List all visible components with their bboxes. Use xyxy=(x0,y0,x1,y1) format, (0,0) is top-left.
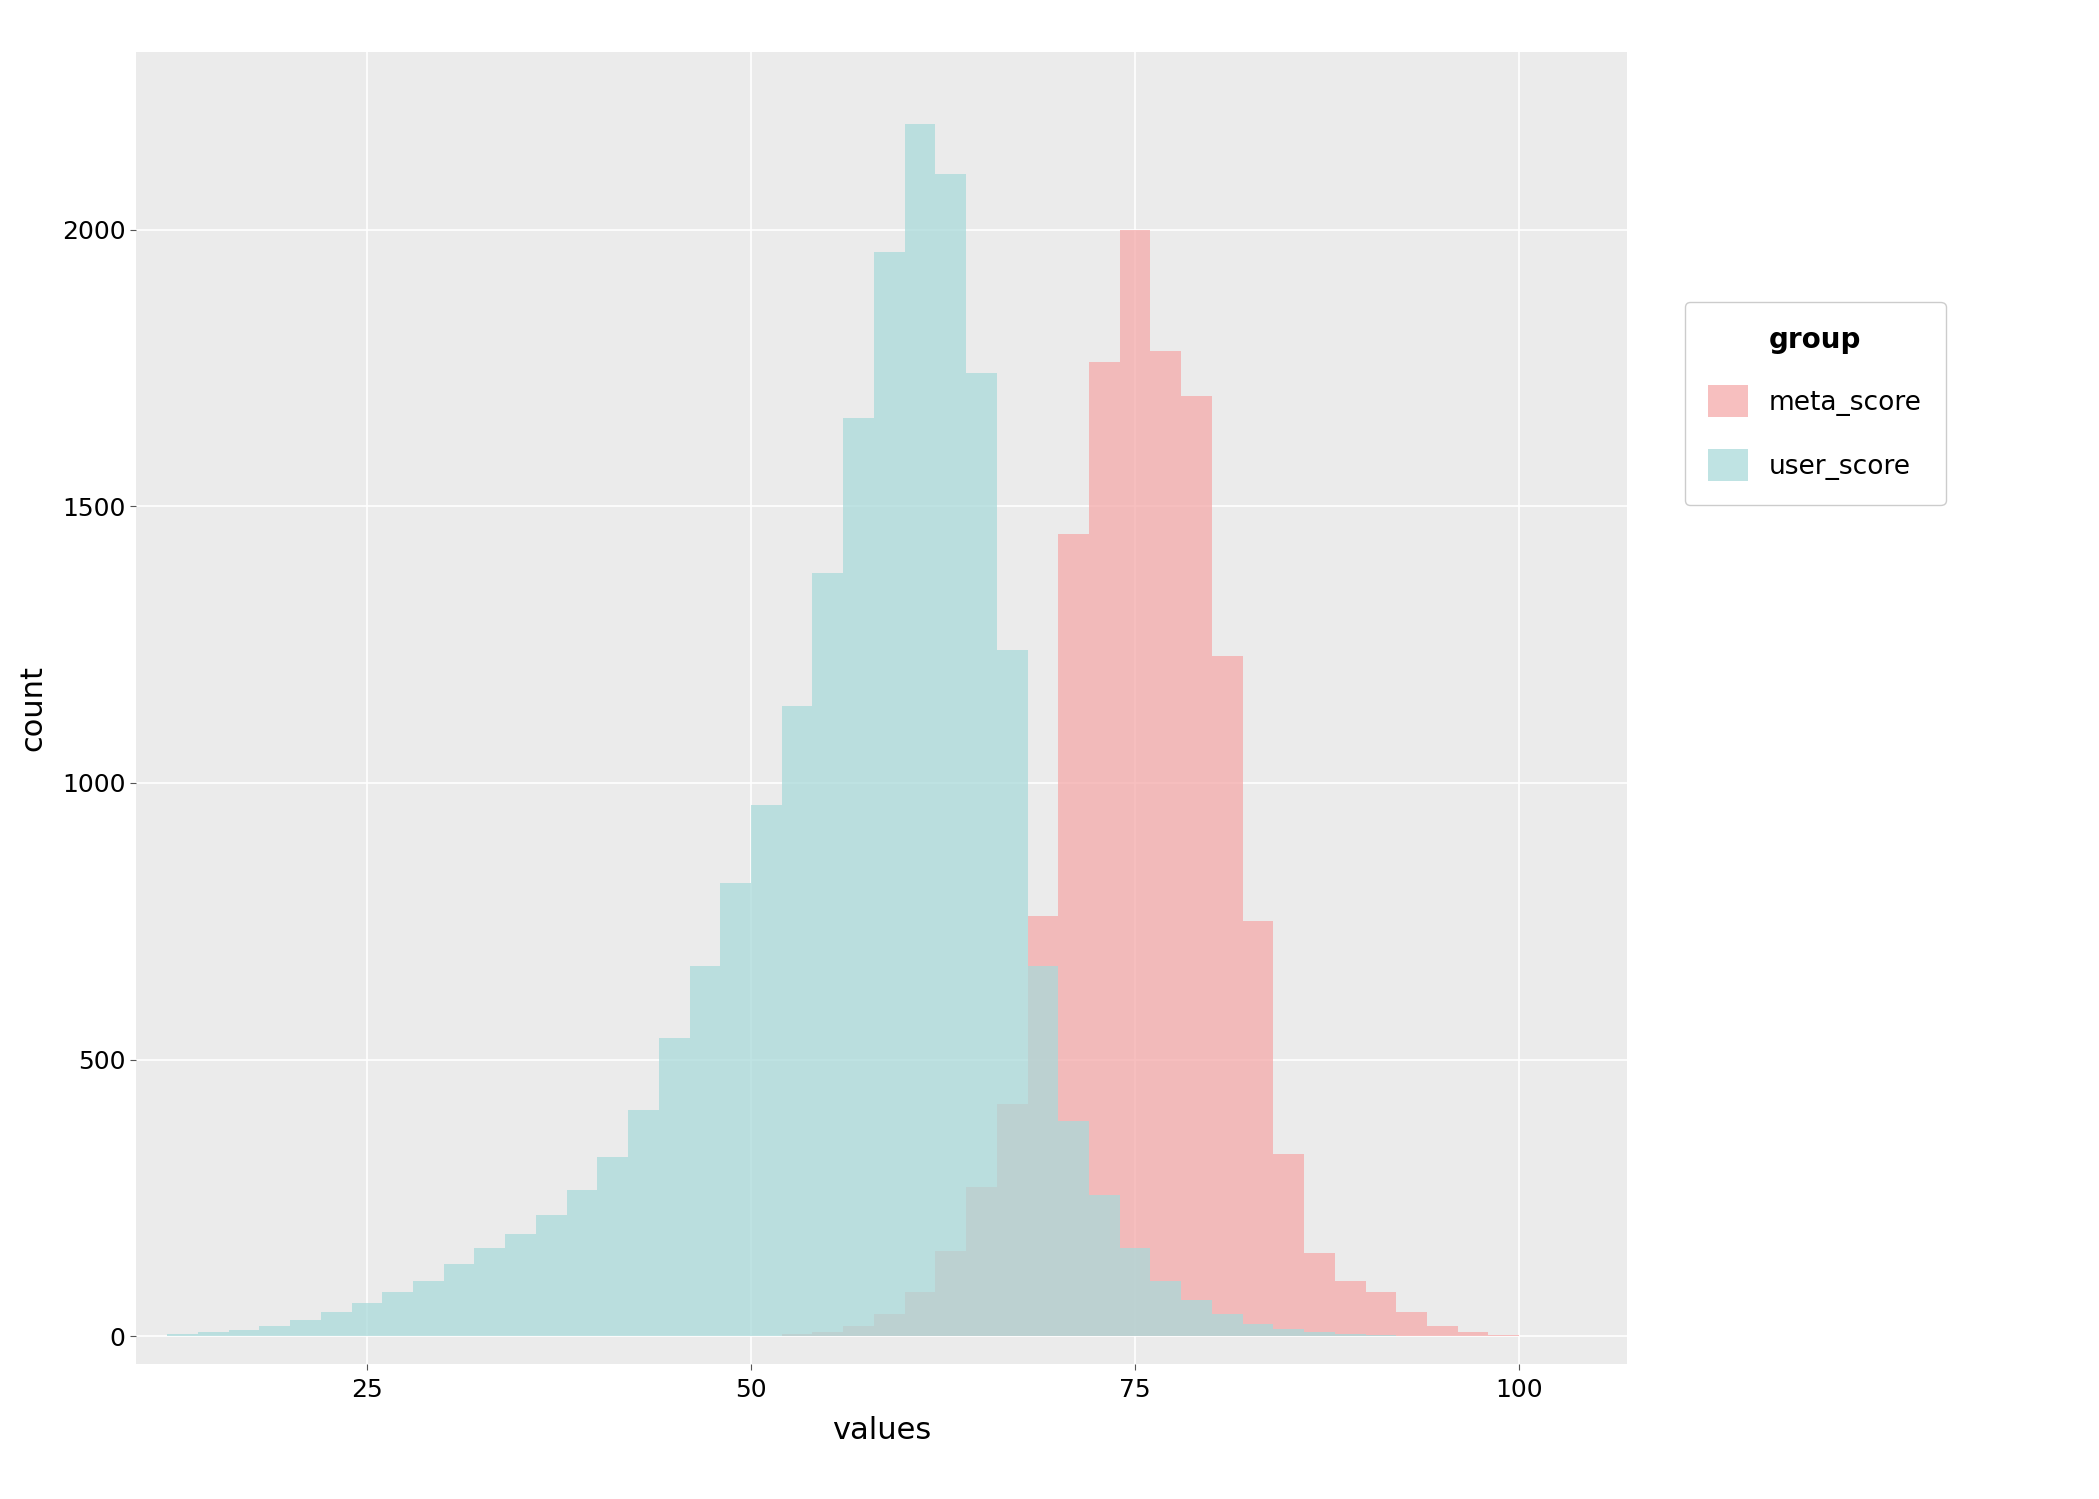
Bar xyxy=(474,1247,506,1337)
Bar xyxy=(1457,1333,1488,1337)
Bar xyxy=(1058,534,1089,1337)
Bar xyxy=(1182,1301,1211,1337)
Bar xyxy=(844,1327,873,1337)
Y-axis label: count: count xyxy=(19,666,48,751)
Bar xyxy=(506,1234,535,1337)
Bar xyxy=(1274,1154,1303,1337)
Bar xyxy=(382,1292,414,1337)
Bar xyxy=(1366,1292,1396,1337)
Bar xyxy=(535,1214,567,1337)
Bar xyxy=(936,1250,966,1337)
Bar xyxy=(812,1333,844,1337)
Bar xyxy=(1335,1334,1366,1337)
Bar xyxy=(1119,229,1150,1337)
Bar xyxy=(1150,1282,1182,1337)
Bar xyxy=(905,124,936,1337)
Bar xyxy=(1211,1315,1243,1337)
Bar xyxy=(997,651,1029,1337)
Bar xyxy=(873,1315,905,1337)
Bar xyxy=(966,373,997,1337)
Bar xyxy=(229,1330,260,1337)
Bar xyxy=(1274,1330,1303,1337)
Bar xyxy=(321,1312,351,1337)
X-axis label: values: values xyxy=(831,1417,932,1445)
Bar xyxy=(168,1334,197,1337)
Bar xyxy=(1303,1333,1335,1337)
Bar xyxy=(720,883,751,1337)
Bar xyxy=(659,1037,691,1337)
Bar xyxy=(414,1282,443,1337)
Bar xyxy=(1058,1121,1089,1337)
Bar xyxy=(598,1157,628,1337)
Bar xyxy=(691,965,720,1337)
Bar xyxy=(197,1333,229,1337)
Bar xyxy=(1089,363,1119,1337)
Bar xyxy=(781,706,812,1337)
Bar xyxy=(936,174,966,1337)
Bar xyxy=(1211,655,1243,1337)
Bar xyxy=(1427,1327,1457,1337)
Bar xyxy=(260,1327,290,1337)
Bar xyxy=(1150,351,1182,1337)
Bar xyxy=(1029,965,1058,1337)
Bar xyxy=(966,1187,997,1337)
Bar xyxy=(844,418,873,1337)
Bar xyxy=(1243,922,1274,1337)
Bar xyxy=(567,1190,598,1337)
Bar xyxy=(905,1292,936,1337)
Bar xyxy=(997,1103,1029,1337)
Bar xyxy=(1119,1247,1150,1337)
Legend: meta_score, user_score: meta_score, user_score xyxy=(1685,301,1946,505)
Bar xyxy=(443,1265,474,1337)
Bar xyxy=(751,805,781,1337)
Bar xyxy=(351,1303,382,1337)
Bar xyxy=(1029,916,1058,1337)
Bar xyxy=(781,1334,812,1337)
Bar xyxy=(290,1319,321,1337)
Bar xyxy=(1182,396,1211,1337)
Bar xyxy=(1396,1312,1427,1337)
Bar xyxy=(812,573,844,1337)
Bar xyxy=(628,1109,659,1337)
Bar xyxy=(1243,1324,1274,1337)
Bar xyxy=(1303,1253,1335,1337)
Bar xyxy=(1335,1282,1366,1337)
Bar xyxy=(1089,1195,1119,1337)
Bar xyxy=(873,252,905,1337)
